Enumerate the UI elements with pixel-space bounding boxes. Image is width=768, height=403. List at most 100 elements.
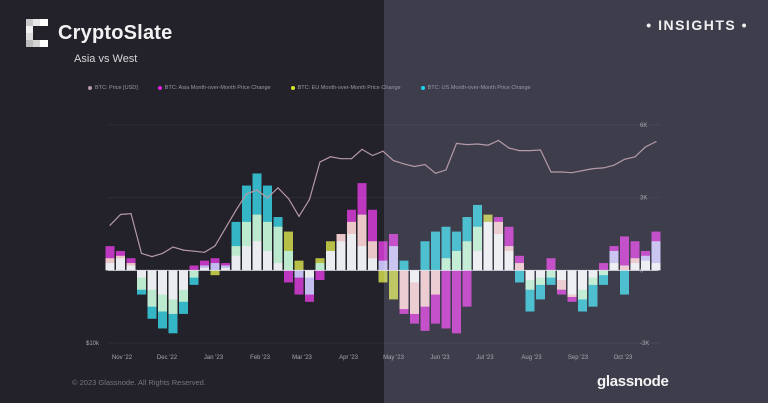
asia-bar [126, 258, 136, 271]
price-point [550, 171, 552, 173]
asia-bar [315, 270, 325, 281]
insights-badge: • INSIGHTS • [646, 17, 748, 33]
eu-bar [378, 270, 388, 283]
legend-item-price: BTC: Price [USD] [88, 85, 138, 91]
price-point [340, 158, 342, 160]
eu-bar [263, 221, 272, 271]
eu-bar [441, 258, 451, 271]
eu-bar [462, 241, 472, 271]
us-bar [620, 270, 629, 295]
price-point [298, 215, 300, 217]
price-point [466, 143, 468, 146]
asia-bar [294, 270, 304, 295]
cryptoslate-logo-icon [26, 19, 48, 47]
price-point [529, 149, 531, 152]
asia-bar [504, 226, 514, 271]
price-point [109, 224, 111, 226]
copyright-text: © 2023 Glassnode. All Rights Reserved. [72, 378, 206, 387]
price-point [235, 209, 237, 211]
price-point [203, 251, 206, 253]
price-point [277, 187, 279, 189]
x-tick-label: Apr '23 [339, 355, 358, 361]
price-point [350, 158, 353, 160]
price-point [571, 172, 573, 174]
asia-bar [525, 270, 535, 281]
eu-bar [599, 270, 608, 276]
price-point [214, 245, 216, 247]
eu-bar [473, 226, 482, 271]
asia-bar [252, 241, 262, 271]
asia-bar [473, 250, 482, 271]
asia-bar [494, 217, 503, 271]
asia-bar [630, 241, 640, 271]
eu-bar [284, 231, 293, 271]
y-left-tick-label: $10k [86, 341, 100, 347]
price-point [266, 197, 269, 199]
price-point [602, 167, 605, 169]
asia-bar [557, 270, 566, 295]
asia-bar [147, 270, 157, 290]
price-point [329, 156, 332, 158]
asia-bar [221, 263, 230, 271]
us-bar [452, 231, 461, 271]
asia-bar [305, 270, 314, 302]
y-right-tick-label: -3K [640, 341, 649, 347]
asia-bar [326, 250, 335, 271]
asia-bar [410, 270, 419, 324]
y-right-tick-label: 3K [640, 196, 647, 202]
us-bar [420, 241, 430, 271]
price-point [413, 165, 416, 168]
asia-bar [368, 209, 377, 271]
price-point [445, 169, 447, 171]
legend-item-eu: BTC: EU Month-over-Month Price Change [290, 85, 401, 91]
legend-item-us: BTC: US Month-over-Month Price Change [420, 85, 531, 91]
price-point [644, 146, 647, 148]
asia-bar [578, 270, 587, 290]
asia-bar [420, 270, 430, 331]
eu-bar [273, 226, 283, 271]
price-point [382, 150, 384, 152]
asia-bar [536, 270, 545, 278]
asia-bar [588, 270, 598, 278]
asia-bar [515, 255, 524, 271]
chart-legend: BTC: Price [USD] BTC: Asia Month-over-Mo… [88, 85, 531, 91]
us-bar [441, 226, 451, 271]
price-point [592, 167, 594, 170]
price-point [319, 161, 321, 163]
asia-bar [284, 270, 293, 283]
price-point [287, 198, 290, 200]
x-tick-label: Dec '22 [157, 355, 178, 361]
us-bar [525, 270, 535, 312]
brand-name: CryptoSlate [58, 22, 173, 44]
eu-bar [294, 260, 304, 271]
price-point [455, 142, 458, 144]
asia-bar [179, 270, 188, 290]
price-point [140, 252, 143, 254]
asia-bar [336, 234, 346, 271]
price-point [161, 252, 164, 254]
asia-bar [137, 270, 146, 278]
y-right-tick-label: 6K [640, 123, 647, 129]
price-point [392, 160, 395, 162]
eu-bar [137, 270, 146, 290]
asia-bar [263, 250, 272, 271]
asia-bar [273, 263, 283, 271]
x-tick-label: Oct '23 [614, 355, 633, 361]
asia-bar [620, 236, 629, 271]
price-point [434, 172, 437, 174]
legend-label-price: BTC: Price [USD] [95, 85, 138, 91]
price-point [119, 213, 122, 216]
price-point [151, 256, 153, 258]
price-point [623, 158, 626, 160]
price-point [518, 149, 521, 152]
x-tick-label: Nov '22 [112, 355, 133, 361]
asia-bar [105, 246, 115, 271]
eu-bar [210, 270, 220, 276]
price-point [193, 250, 195, 252]
us-bar [536, 270, 545, 300]
price-point [613, 164, 615, 166]
x-tick-label: Feb '23 [250, 355, 270, 361]
asia-bar [200, 260, 209, 271]
us-bar [515, 270, 524, 283]
eu-bar [189, 270, 199, 278]
